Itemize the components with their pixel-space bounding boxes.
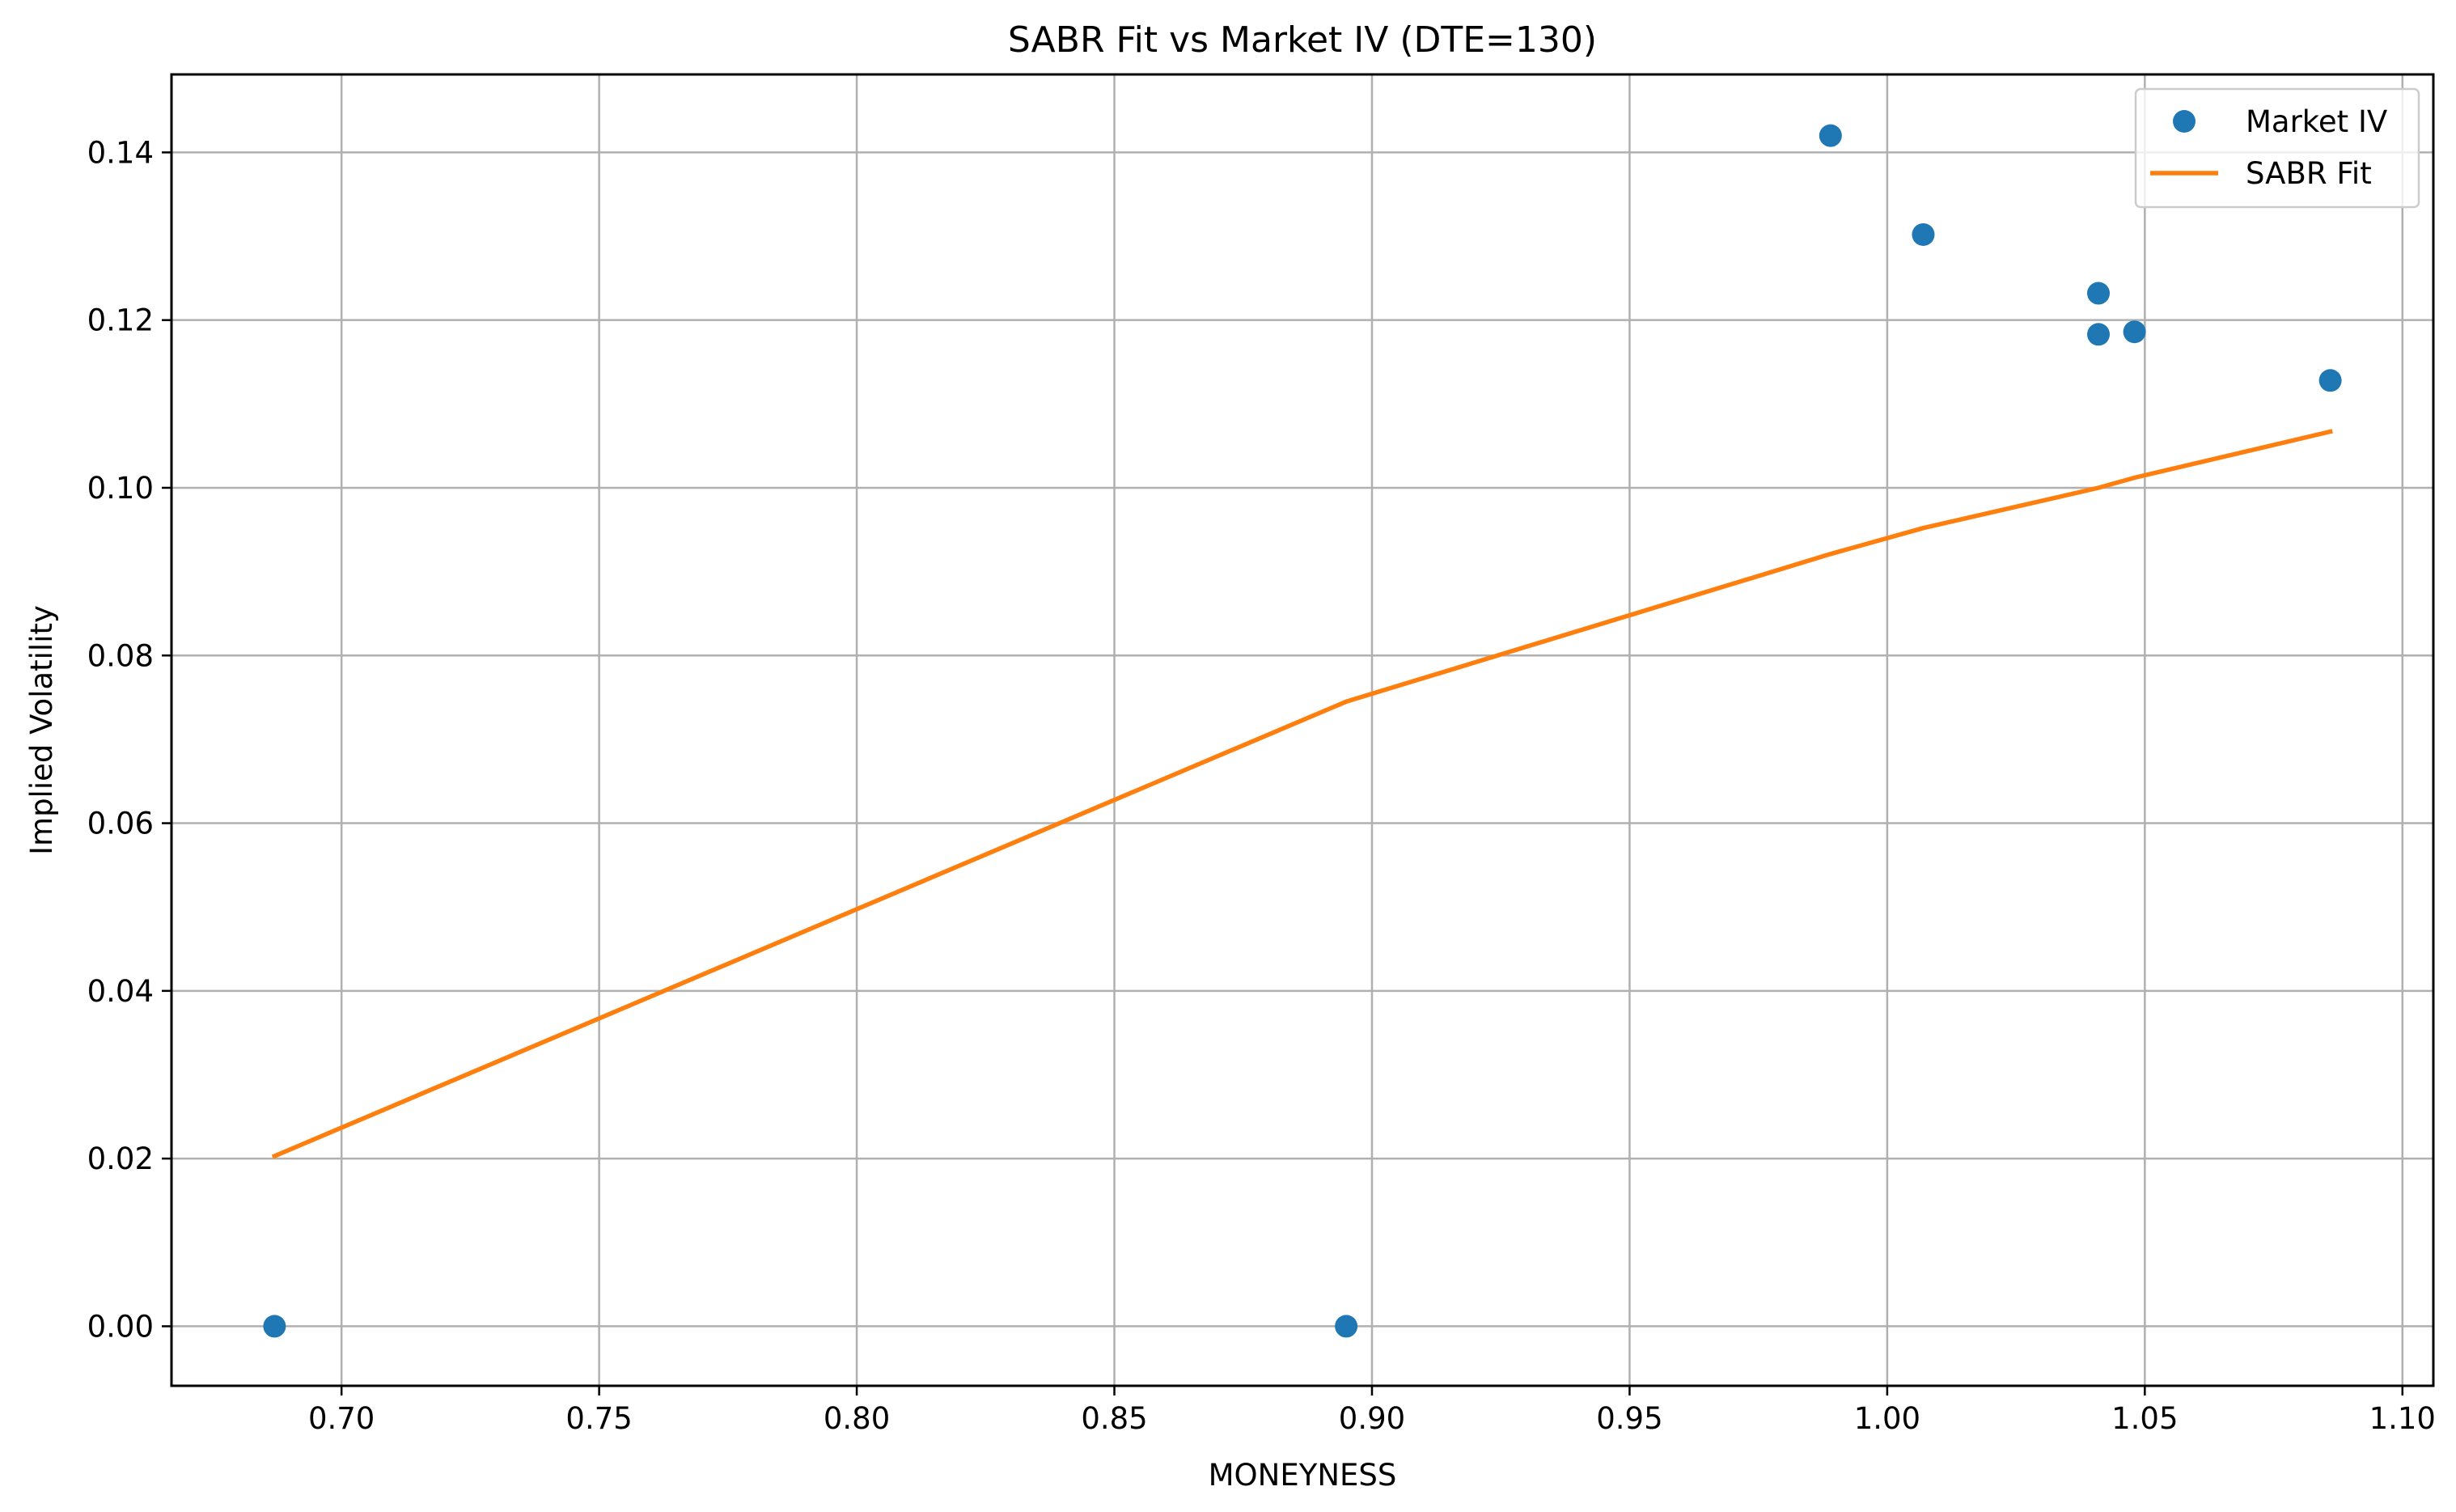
market-iv-point (2087, 282, 2111, 305)
legend-label-market-iv: Market IV (2246, 104, 2387, 139)
y-tick-label: 0.04 (87, 974, 154, 1009)
y-axis-label: Implied Volatility (24, 605, 59, 855)
legend-marker-market-iv (2173, 110, 2196, 133)
chart-title: SABR Fit vs Market IV (DTE=130) (1008, 19, 1597, 61)
y-tick-label: 0.08 (87, 638, 154, 673)
market-iv-point (1335, 1315, 1358, 1338)
sabr-fit-line (271, 429, 2333, 1159)
sabr-fit-series (271, 429, 2333, 1159)
y-axis-ticks: 0.00 0.02 0.04 0.06 0.08 0.10 0.12 0.14 (87, 135, 171, 1344)
market-iv-point (2123, 320, 2146, 344)
legend: Market IV SABR Fit (2134, 87, 2420, 209)
y-tick-label: 0.00 (87, 1309, 154, 1344)
x-tick-label: 1.05 (2111, 1401, 2178, 1436)
plot-frame (170, 73, 2435, 1387)
y-tick-label: 0.06 (87, 807, 154, 841)
market-iv-point (263, 1315, 286, 1338)
market-iv-point (1912, 222, 1935, 246)
x-tick-label: 0.70 (308, 1401, 375, 1436)
x-axis-label: MONEYNESS (1209, 1458, 1397, 1493)
legend-label-sabr-fit: SABR Fit (2246, 156, 2372, 191)
x-tick-label: 0.75 (565, 1401, 632, 1436)
y-tick-label: 0.14 (87, 135, 154, 170)
y-tick-label: 0.02 (87, 1141, 154, 1176)
grid (171, 74, 2433, 1386)
x-tick-label: 1.00 (1854, 1401, 1920, 1436)
x-tick-label: 1.10 (2369, 1401, 2436, 1436)
x-tick-label: 0.80 (824, 1401, 890, 1436)
market-iv-point (2318, 369, 2342, 392)
x-tick-label: 0.90 (1339, 1401, 1405, 1436)
market-iv-point (1819, 124, 1842, 147)
y-tick-label: 0.10 (87, 471, 154, 506)
market-iv-series (263, 124, 2342, 1338)
y-tick-label: 0.12 (87, 303, 154, 338)
x-axis-ticks: 0.70 0.75 0.80 0.85 0.90 0.95 1.00 1.05 1.10 (308, 1386, 2436, 1436)
legend-box (2134, 87, 2420, 209)
x-tick-label: 0.85 (1081, 1401, 1147, 1436)
market-iv-point (2087, 323, 2111, 346)
x-tick-label: 0.95 (1596, 1401, 1662, 1436)
